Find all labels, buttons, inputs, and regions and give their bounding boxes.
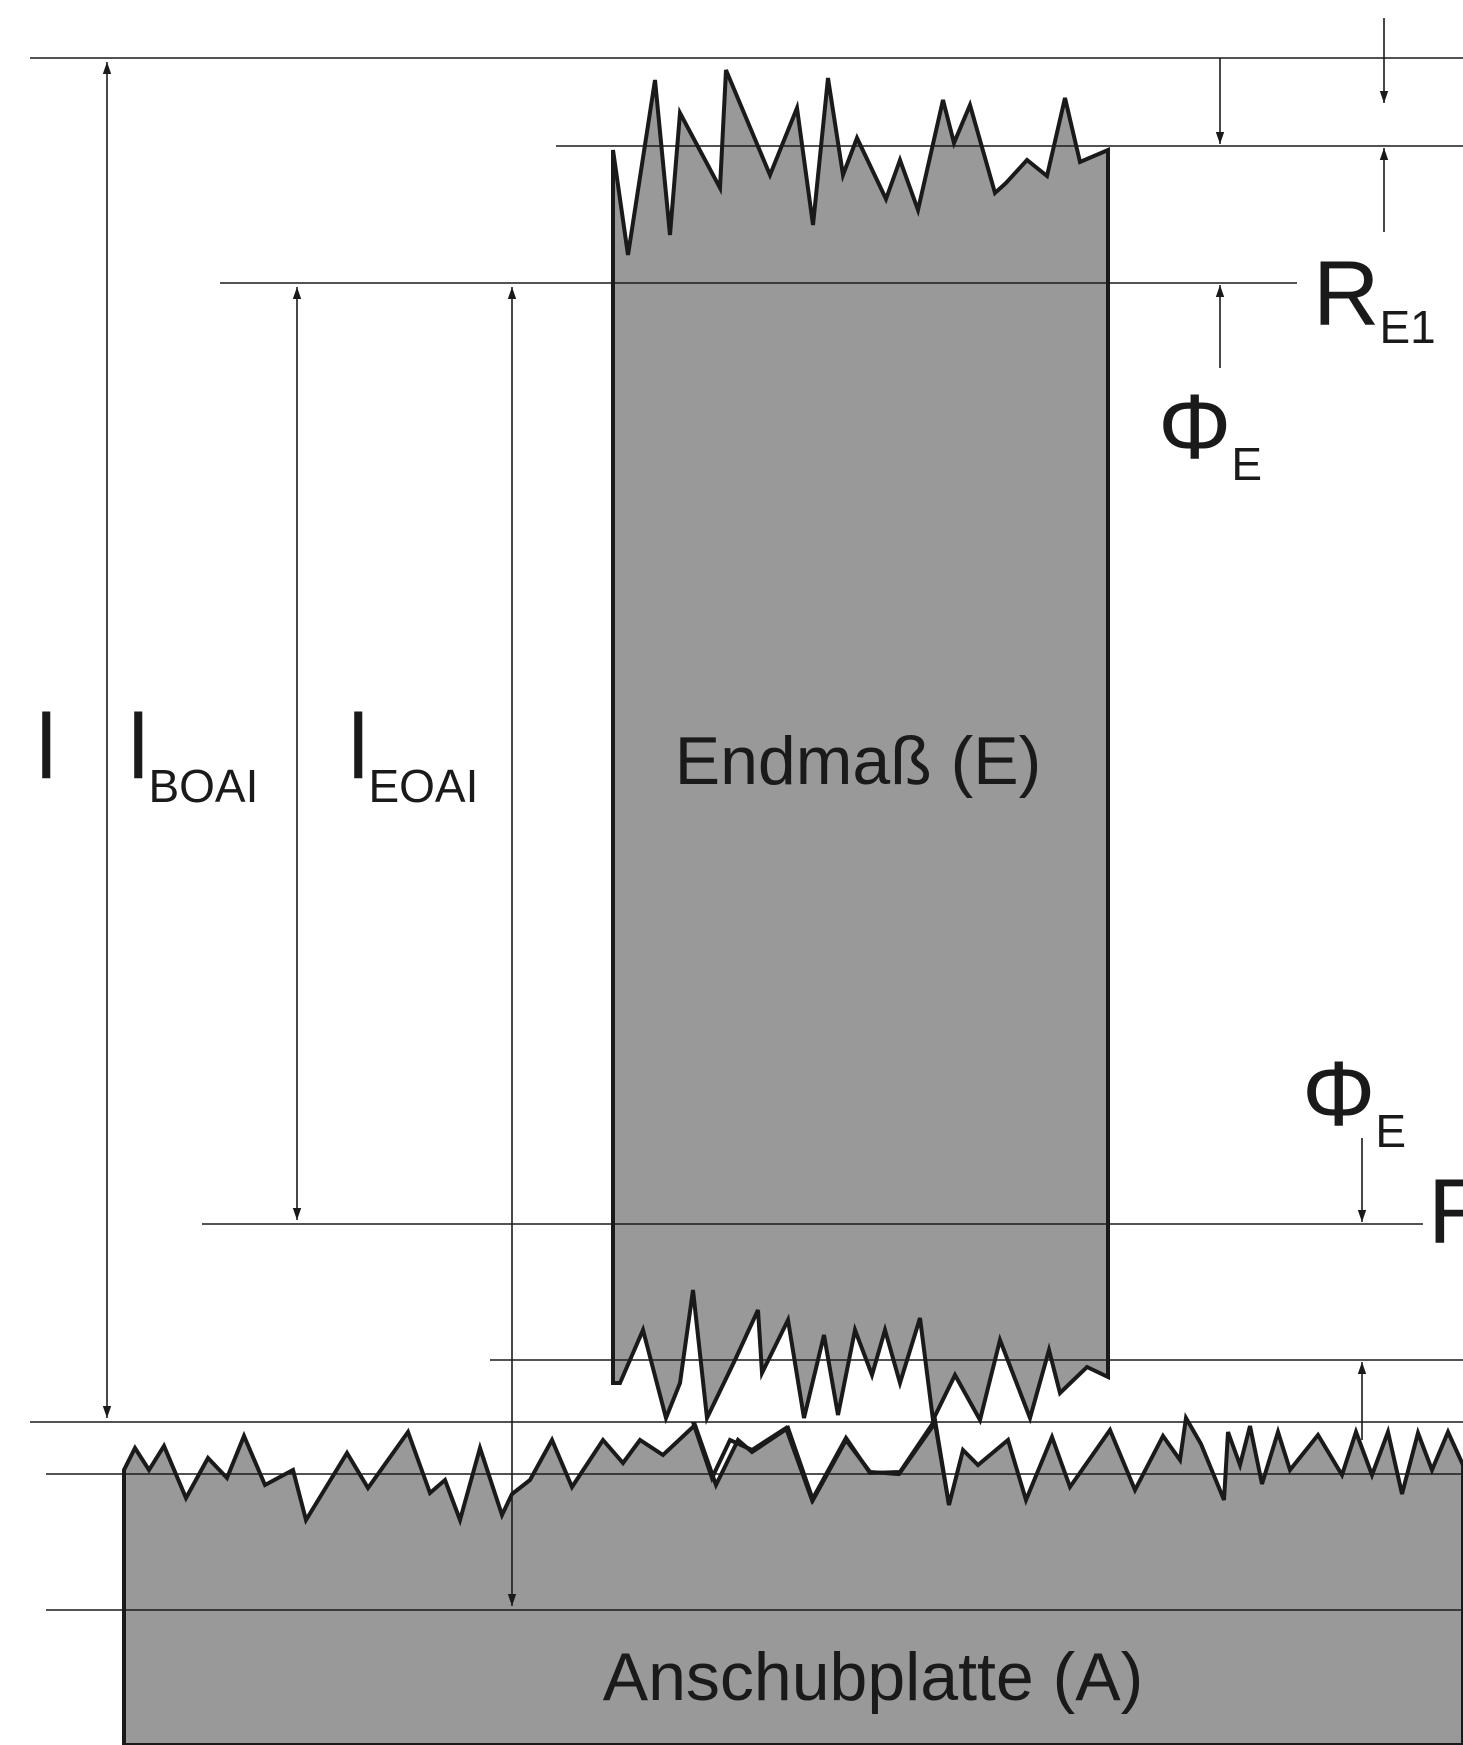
dim-label-eoai: lEOAI — [348, 696, 478, 812]
phase-label-bottom: ΦE — [1302, 1043, 1406, 1157]
gauge-block-contact-edge — [691, 1414, 951, 1506]
base-plate-label: Anschubplatte (A) — [603, 1639, 1144, 1715]
phase-label-top: ΦE — [1158, 376, 1262, 490]
dim-label-total: l — [36, 696, 56, 798]
dimension-arrows — [102, 18, 1389, 1606]
dim-label-boai: lBOAI — [128, 696, 258, 812]
gauge-block-label: Endmaß (E) — [675, 723, 1042, 799]
gauge-block — [611, 69, 1110, 1427]
roughness-label-top: RE1 — [1313, 243, 1436, 353]
reference-lines — [30, 57, 1463, 1611]
roughness-label-bottom: R — [1428, 1161, 1463, 1263]
